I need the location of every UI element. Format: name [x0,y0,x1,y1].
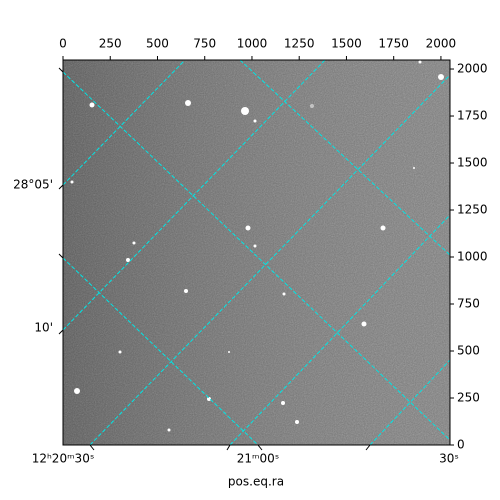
x-tick-label: 1500 [331,37,362,51]
x-tick-label: 1250 [284,37,315,51]
y-tick-label: 1250 [457,203,488,217]
x-tick-label: 0 [59,37,67,51]
coordinate-grid [63,60,450,445]
x-tick-label: 2000 [426,37,457,51]
world-tick [58,67,64,73]
x-tick-label: 1750 [378,37,409,51]
x-axis-label: pos.eq.ra [228,475,284,489]
y-tick-label: 250 [457,391,480,405]
world-tick [257,444,263,451]
stars [70,60,444,432]
y-tick-label: 0 [457,438,465,452]
x-tick-label: 1000 [237,37,268,51]
dec-tick-label: 28°05' [13,178,53,192]
sky-image [63,60,450,445]
world-tick [226,444,231,451]
y-tick-label: 500 [457,344,480,358]
y-tick-label: 1500 [457,156,488,170]
y-tick-label: 1750 [457,109,488,123]
x-tick-label: 750 [193,37,216,51]
ra-tick-label: 12ʰ20ᵐ30ˢ [32,452,95,466]
world-tick [58,329,64,335]
x-tick-label: 500 [146,37,169,51]
y-tick-label: 2000 [457,62,488,76]
world-tick [365,444,371,451]
world-tick [58,184,64,190]
dec-tick-label: 10' [34,321,53,335]
world-tick [89,444,95,451]
ra-tick-label: 30ˢ [439,452,459,466]
ra-tick-label: 21ᵐ00ˢ [237,452,280,466]
y-tick-label: 750 [457,297,480,311]
plot-frame [62,59,451,446]
x-tick-label: 250 [99,37,122,51]
y-tick-label: 1000 [457,250,488,264]
world-tick [58,253,64,259]
